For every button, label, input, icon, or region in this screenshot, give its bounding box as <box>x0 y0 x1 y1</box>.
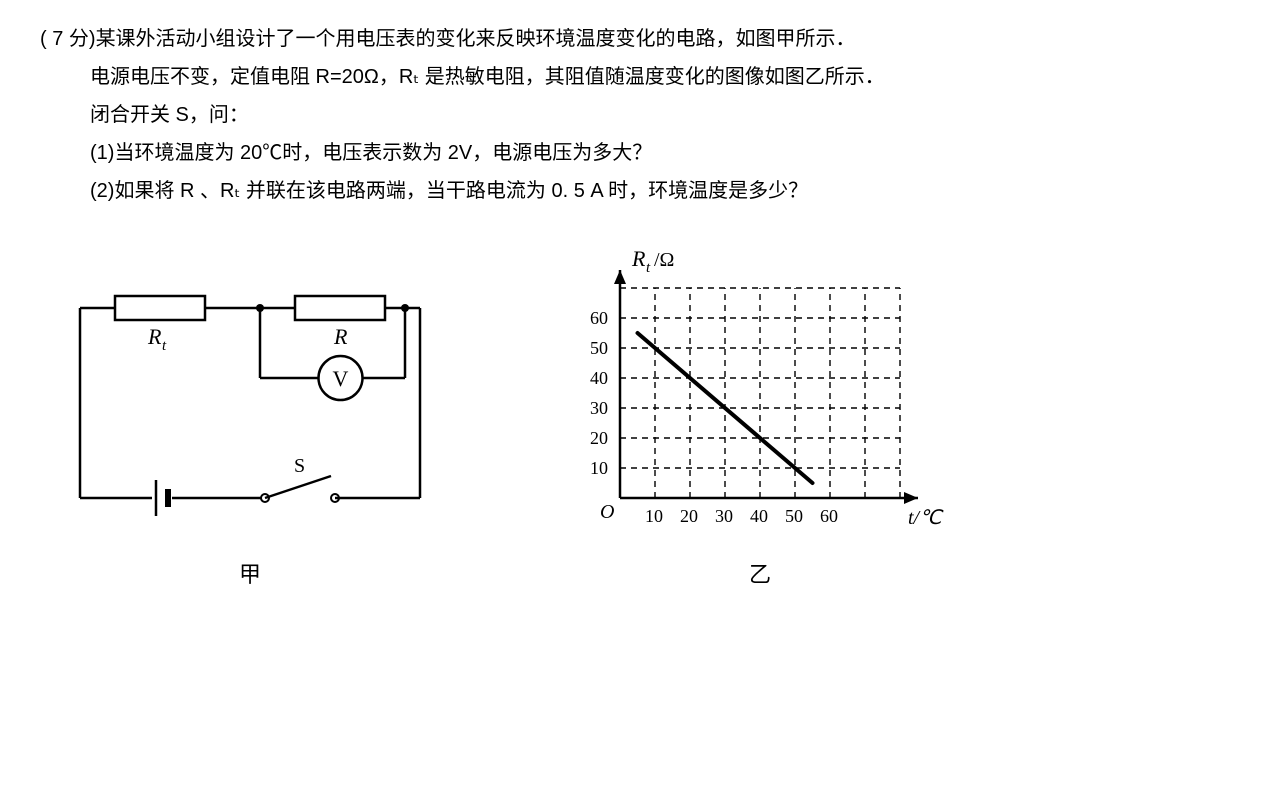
svg-text:t: t <box>646 260 651 276</box>
svg-text:40: 40 <box>590 368 608 388</box>
svg-text:10: 10 <box>645 506 663 526</box>
svg-text:R: R <box>333 324 348 349</box>
circuit-figure: RtRVS 甲 <box>60 278 440 596</box>
problem-line-3: 闭合开关 S，问： <box>40 96 1243 134</box>
svg-text:60: 60 <box>590 308 608 328</box>
graph-diagram: Rt/Ω t/℃ O 10 20 30 40 50 60 10 20 30 40 50 60 <box>560 238 960 548</box>
graph-label: 乙 <box>749 554 771 596</box>
svg-text:R: R <box>147 324 162 349</box>
svg-text:30: 30 <box>715 506 733 526</box>
circuit-label: 甲 <box>239 554 261 596</box>
svg-text:30: 30 <box>590 398 608 418</box>
points-label: ( 7 分) <box>40 28 96 50</box>
problem-text: ( 7 分)某课外活动小组设计了一个用电压表的变化来反映环境温度变化的电路，如图… <box>40 20 1243 210</box>
svg-text:t: t <box>162 338 167 354</box>
svg-text:50: 50 <box>785 506 803 526</box>
svg-text:10: 10 <box>590 458 608 478</box>
svg-text:t/℃: t/℃ <box>908 507 944 529</box>
svg-text:O: O <box>600 501 614 523</box>
svg-text:20: 20 <box>680 506 698 526</box>
svg-text:20: 20 <box>590 428 608 448</box>
text-1: 某课外活动小组设计了一个用电压表的变化来反映环境温度变化的电路，如图甲所示． <box>96 28 856 50</box>
svg-text:V: V <box>333 366 349 391</box>
question-2: (2)如果将 R 、Rₜ 并联在该电路两端，当干路电流为 0. 5 A 时，环境… <box>40 172 1243 210</box>
circuit-diagram: RtRVS <box>60 278 440 548</box>
problem-line-2: 电源电压不变，定值电阻 R=20Ω，Rₜ 是热敏电阻，其阻值随温度变化的图像如图… <box>40 58 1243 96</box>
graph-figure: Rt/Ω t/℃ O 10 20 30 40 50 60 10 20 30 40 50 60 乙 <box>560 238 960 596</box>
svg-text:S: S <box>294 455 305 477</box>
question-1: (1)当环境温度为 20℃时，电压表示数为 2V，电源电压为多大？ <box>40 134 1243 172</box>
svg-text:50: 50 <box>590 338 608 358</box>
svg-text:/Ω: /Ω <box>654 249 674 271</box>
svg-text:R: R <box>631 246 646 271</box>
problem-line-1: ( 7 分)某课外活动小组设计了一个用电压表的变化来反映环境温度变化的电路，如图… <box>40 20 1243 58</box>
figures-row: RtRVS 甲 Rt/Ωt/℃O102030405060102030405060… <box>40 238 1243 596</box>
svg-text:60: 60 <box>820 506 838 526</box>
svg-text:40: 40 <box>750 506 768 526</box>
